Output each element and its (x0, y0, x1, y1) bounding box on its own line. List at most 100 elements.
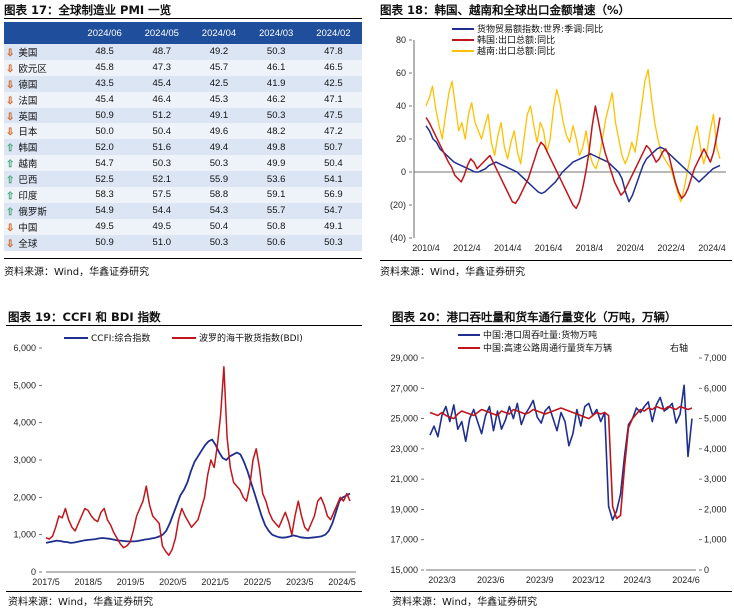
country-name: 印度 (18, 190, 38, 202)
country-name: 英国 (18, 111, 38, 123)
table-row: ⇩ 全球 50.9 51.0 50.3 50.6 50.3 (4, 234, 362, 251)
pmi-value: 42.5 (190, 75, 248, 92)
country-cell: ⇩ 欧元区 (4, 59, 76, 76)
header-month: 2024/03 (247, 22, 305, 44)
y-tick-label: 23,000 (390, 444, 418, 454)
pmi-value: 54.1 (304, 171, 362, 188)
arrow-down-icon: ⇩ (6, 222, 15, 234)
title-rule (4, 18, 362, 19)
pmi-value: 45.7 (190, 59, 248, 76)
series-line (425, 125, 721, 203)
source-note: 资料来源：Wind，华鑫证券研究 (380, 267, 526, 278)
pmi-value: 50.3 (247, 107, 305, 124)
pmi-value: 50.7 (304, 139, 362, 156)
pmi-value: 43.5 (76, 75, 134, 92)
country-name: 越南 (18, 159, 38, 171)
table-row: ⇧ 俄罗斯 54.9 54.4 54.3 55.7 54.7 (4, 202, 362, 219)
pmi-value: 49.1 (304, 218, 362, 235)
pmi-value: 46.1 (247, 59, 305, 76)
pmi-value: 45.4 (76, 91, 134, 108)
x-tick-label: 2010/4 (412, 243, 440, 253)
x-tick-label: 2022/4 (657, 243, 685, 253)
pmi-value: 52.5 (76, 171, 134, 188)
pmi-value: 50.3 (190, 155, 248, 172)
pmi-value: 55.7 (247, 202, 305, 219)
series-line (45, 365, 351, 556)
country-name: 韩国 (18, 143, 38, 155)
pmi-value: 50.4 (133, 123, 191, 140)
x-tick-label: 2018/5 (75, 577, 103, 587)
table-row: ⇩ 法国 45.4 46.4 45.3 46.2 47.1 (4, 91, 362, 108)
table-row: ⇩ 英国 50.9 51.2 49.1 50.3 47.5 (4, 107, 362, 124)
panel-title: 图表 20：港口吞吐量和货车通行量变化（万吨，万辆） (392, 310, 677, 324)
arrow-down-icon: ⇩ (6, 127, 15, 139)
country-cell: ⇧ 越南 (4, 155, 76, 172)
arrow-down-icon: ⇩ (6, 111, 15, 123)
pmi-value: 50.9 (76, 107, 134, 124)
y-tick-label: 2,000 (13, 492, 36, 502)
pmi-value: 54.4 (133, 202, 191, 219)
pmi-value: 49.1 (190, 107, 248, 124)
pmi-value: 50.3 (190, 234, 248, 251)
title-rule (390, 325, 732, 326)
pmi-value: 49.5 (76, 218, 134, 235)
country-cell: ⇩ 英国 (4, 107, 76, 124)
panel-port-truck: 图表 20：港口吞吐量和货车通行量变化（万吨，万辆） 29,000 27,000 2… (374, 306, 734, 608)
table-row: ⇩ 欧元区 45.8 47.3 45.7 46.1 46.5 (4, 59, 362, 76)
legend-label: 中国:港口周吞吐量:货物万吨 (483, 329, 597, 341)
y-right-tick-label: 4,000 (704, 444, 727, 454)
table-row: ⇧ 韩国 52.0 51.6 49.4 49.8 50.7 (4, 139, 362, 156)
pmi-value: 49.8 (247, 139, 305, 156)
source-note: 资料来源：Wind，华鑫证券研究 (8, 597, 154, 608)
y-tick-label: 4,000 (13, 418, 36, 428)
y-tick-label: 80 (396, 35, 406, 45)
country-cell: ⇧ 巴西 (4, 171, 76, 188)
y-tick-label: (40) (390, 233, 406, 243)
pmi-value: 47.8 (304, 44, 362, 60)
panel-title: 图表 18：韩国、越南和全球出口金额增速（%） (380, 3, 631, 17)
y-tick-label: 3,000 (13, 455, 36, 465)
pmi-value: 50.4 (190, 218, 248, 235)
y-right-tick-label: 6,000 (704, 383, 727, 393)
arrow-up-icon: ⇧ (6, 175, 15, 187)
country-name: 美国 (18, 47, 38, 59)
export-growth-chart: 80 60 40 20 0 (20) (40) 2010/4 2012/4 2014/4 2016/… (390, 23, 726, 253)
country-name: 法国 (18, 95, 38, 107)
legend-label: 波罗的海干散货指数(BDI) (199, 332, 303, 344)
pmi-value: 49.5 (133, 218, 191, 235)
y-tick-label: 60 (396, 68, 406, 78)
x-tick-label: 2023/3 (428, 575, 456, 585)
header-month: 2024/05 (133, 22, 191, 44)
source-note: 资料来源：Wind，华鑫证券研究 (392, 597, 538, 608)
pmi-value: 54.9 (76, 202, 134, 219)
legend-label: CCFI:综合指数 (91, 332, 150, 344)
pmi-value: 54.3 (190, 202, 248, 219)
pmi-value: 51.6 (133, 139, 191, 156)
pmi-value: 51.2 (133, 107, 191, 124)
pmi-table: 2024/06 2024/05 2024/04 2024/03 2024/02 ⇩ 美国 4… (4, 22, 362, 251)
x-tick-label: 2019/5 (117, 577, 145, 587)
source-note: 资料来源：Wind，华鑫证券研究 (4, 267, 150, 278)
y-tick-label: 1,000 (13, 530, 36, 540)
country-name: 俄罗斯 (18, 206, 47, 218)
arrow-up-icon: ⇧ (6, 143, 15, 155)
country-name: 中国 (18, 222, 38, 234)
header-month: 2024/02 (304, 22, 362, 44)
country-name: 德国 (18, 79, 38, 91)
pmi-value: 54.7 (304, 202, 362, 219)
pmi-value: 50.6 (247, 234, 305, 251)
x-tick-label: 2024/5 (328, 577, 356, 587)
pmi-value: 48.2 (247, 123, 305, 140)
pmi-value: 50.0 (76, 123, 134, 140)
y-right-tick-label: 7,000 (704, 353, 727, 363)
y-tick-label: 15,000 (390, 565, 418, 575)
arrow-down-icon: ⇩ (6, 63, 15, 75)
pmi-value: 58.3 (76, 187, 134, 203)
pmi-value: 41.9 (247, 75, 305, 92)
legend-label: 越南:出口总额:同比 (477, 45, 555, 57)
pmi-value: 50.3 (133, 155, 191, 172)
bottom-rule (390, 591, 732, 592)
y-tick-label: 25,000 (390, 414, 418, 424)
x-tick-label: 2012/4 (453, 243, 481, 253)
series-line (425, 105, 721, 210)
